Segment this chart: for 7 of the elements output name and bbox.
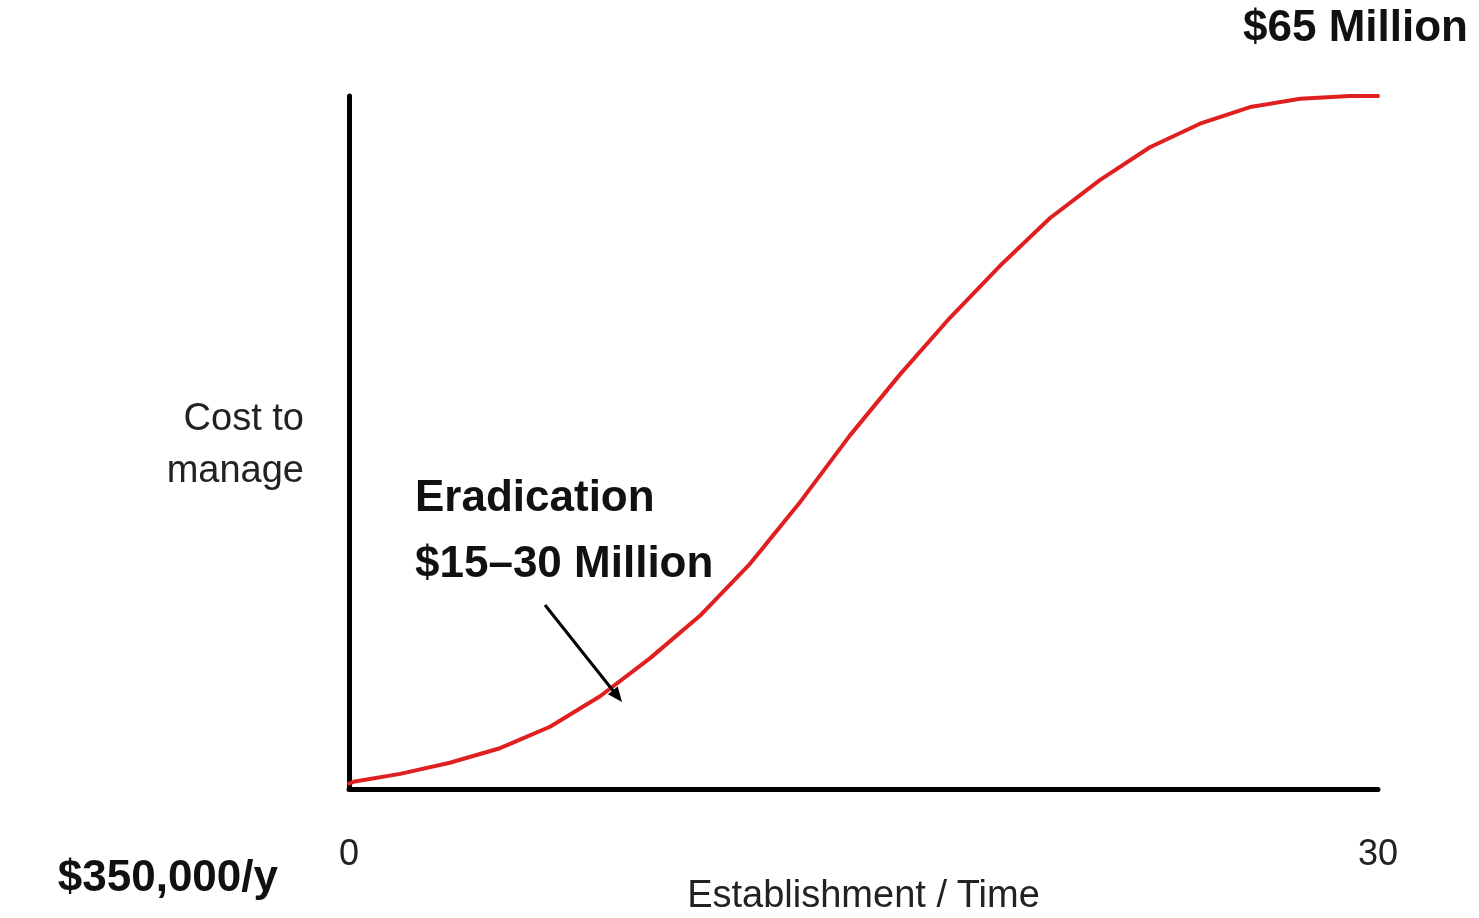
y-axis-title: Cost to manage (166, 395, 304, 490)
text: $65 Million (1243, 0, 1468, 50)
x-axis-title: Establishment / Time (687, 873, 1040, 915)
x-tick-label: 0 (338, 831, 360, 873)
x-tick-label: 30 (1357, 831, 1399, 873)
annotation: Eradication $15–30 Million (415, 470, 714, 586)
text: $350,000/y (57, 850, 279, 900)
